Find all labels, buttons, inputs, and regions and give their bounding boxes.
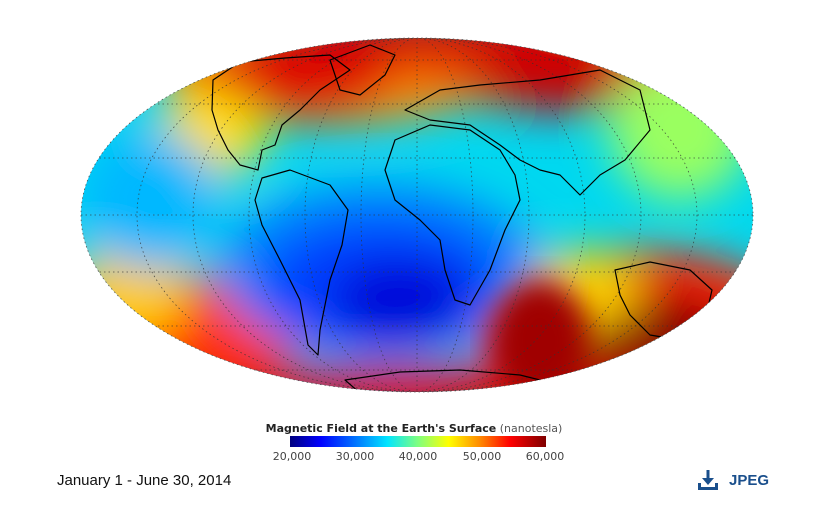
date-range: January 1 - June 30, 2014 <box>57 472 231 489</box>
colorbar-tick: 60,000 <box>526 450 565 463</box>
legend-title: Magnetic Field at the Earth's Surface (n… <box>0 422 828 435</box>
colorbar <box>290 436 546 447</box>
legend-title-text: Magnetic Field at the Earth's Surface <box>266 422 497 435</box>
download-label: JPEG <box>729 472 769 489</box>
legend-unit: (nanotesla) <box>500 422 563 435</box>
download-jpeg-button[interactable]: JPEG <box>697 469 769 491</box>
colorbar-tick: 30,000 <box>336 450 375 463</box>
magnetic-field-map <box>0 0 828 420</box>
colorbar-tick: 40,000 <box>399 450 438 463</box>
download-icon <box>697 469 719 491</box>
colorbar-tick: 20,000 <box>273 450 312 463</box>
colorbar-tick: 50,000 <box>463 450 502 463</box>
